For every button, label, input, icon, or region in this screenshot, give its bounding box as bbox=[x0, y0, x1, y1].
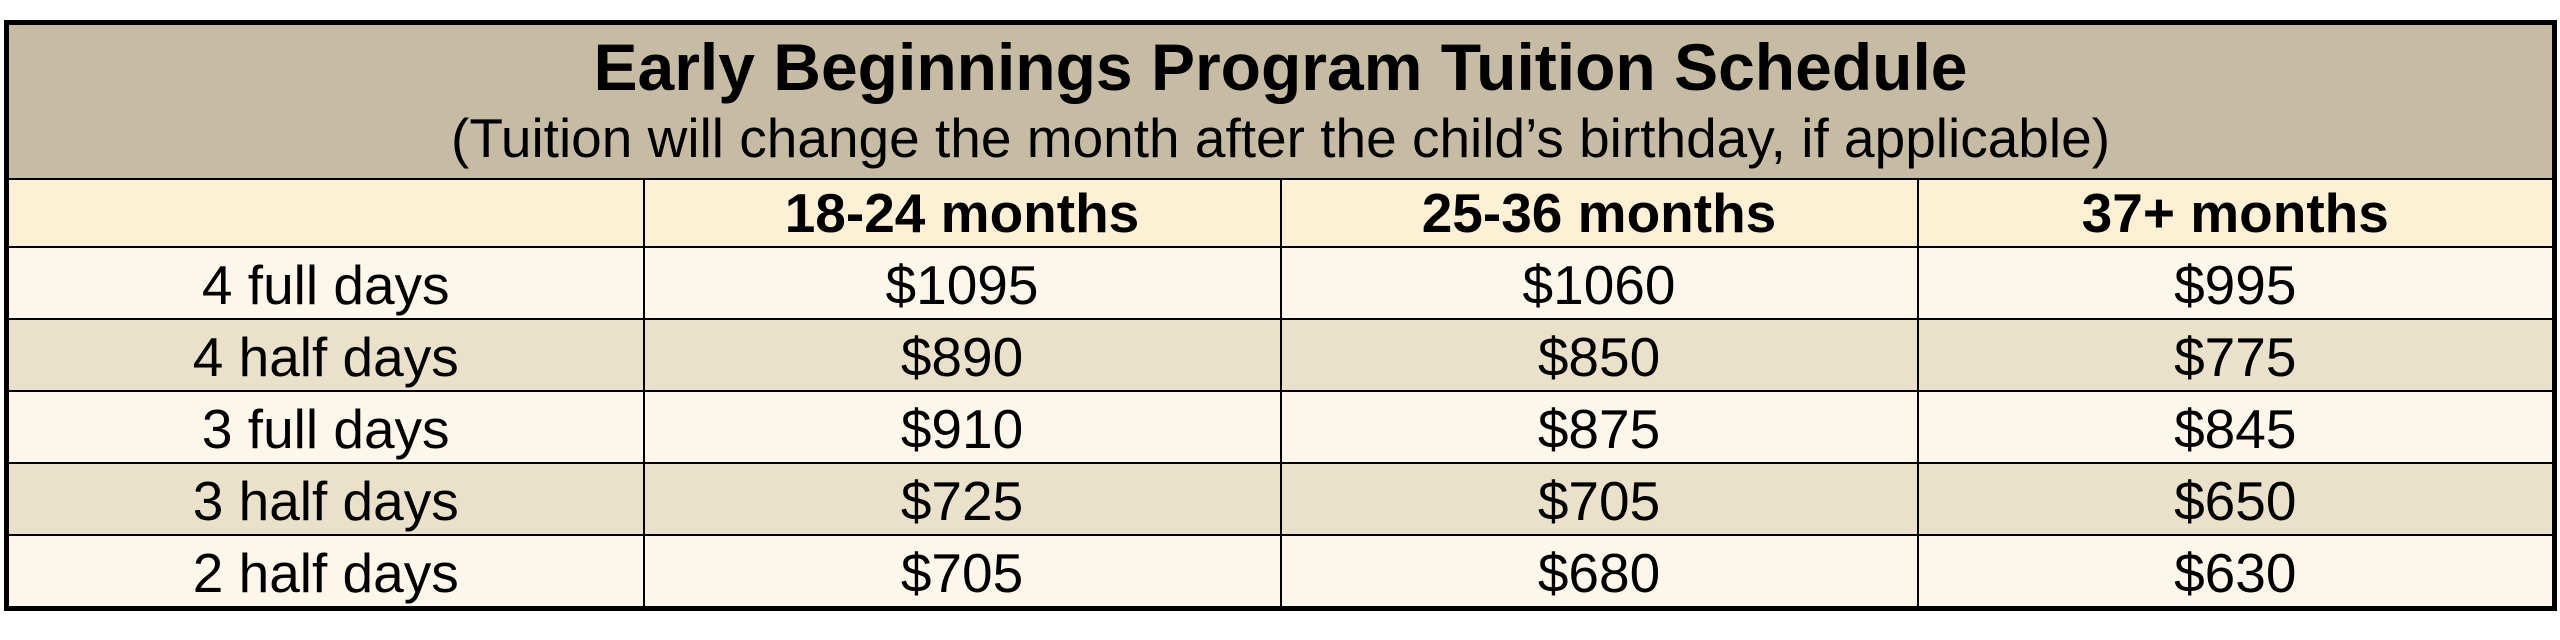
price-cell: $680 bbox=[1279, 534, 1919, 610]
price-cell: $775 bbox=[1916, 318, 2556, 392]
price-cell: $630 bbox=[1916, 534, 2556, 610]
column-header-25-36: 25-36 months bbox=[1279, 178, 1919, 248]
price-cell: $705 bbox=[642, 534, 1282, 610]
row-label: 4 full days bbox=[5, 246, 645, 320]
price-cell: $845 bbox=[1916, 390, 2556, 464]
price-cell: $875 bbox=[1279, 390, 1919, 464]
table-row: 3 half days $725 $705 $650 bbox=[5, 462, 2556, 536]
table-row: 4 full days $1095 $1060 $995 bbox=[5, 246, 2556, 320]
table-row: 3 full days $910 $875 $845 bbox=[5, 390, 2556, 464]
table-title: Early Beginnings Program Tuition Schedul… bbox=[593, 29, 1968, 104]
row-label: 3 full days bbox=[5, 390, 645, 464]
price-cell: $995 bbox=[1916, 246, 2556, 320]
price-cell: $705 bbox=[1279, 462, 1919, 536]
price-cell: $725 bbox=[642, 462, 1282, 536]
price-cell: $890 bbox=[642, 318, 1282, 392]
price-cell: $850 bbox=[1279, 318, 1919, 392]
table-row: 4 half days $890 $850 $775 bbox=[5, 318, 2556, 392]
table-subtitle: (Tuition will change the month after the… bbox=[451, 106, 2111, 169]
column-header-37-plus: 37+ months bbox=[1916, 178, 2556, 248]
column-header-18-24: 18-24 months bbox=[642, 178, 1282, 248]
price-cell: $1095 bbox=[642, 246, 1282, 320]
row-label: 3 half days bbox=[5, 462, 645, 536]
column-header-row: 18-24 months 25-36 months 37+ months bbox=[5, 178, 2556, 248]
price-cell: $910 bbox=[642, 390, 1282, 464]
row-label: 4 half days bbox=[5, 318, 645, 392]
title-band: Early Beginnings Program Tuition Schedul… bbox=[5, 21, 2556, 180]
column-header-blank bbox=[5, 178, 645, 248]
price-cell: $650 bbox=[1916, 462, 2556, 536]
row-label: 2 half days bbox=[5, 534, 645, 610]
tuition-table: Early Beginnings Program Tuition Schedul… bbox=[4, 20, 2558, 611]
price-cell: $1060 bbox=[1279, 246, 1919, 320]
table-row: 2 half days $705 $680 $630 bbox=[5, 534, 2556, 610]
title-row: Early Beginnings Program Tuition Schedul… bbox=[5, 21, 2556, 180]
